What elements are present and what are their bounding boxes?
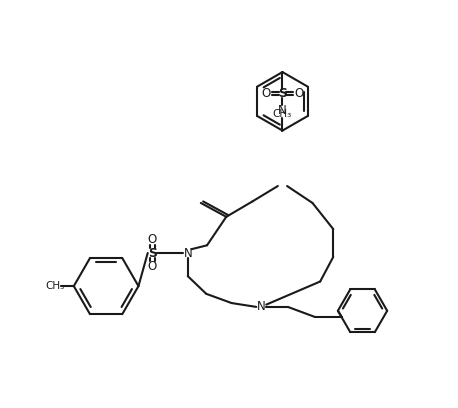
Text: O: O bbox=[295, 87, 304, 100]
Text: O: O bbox=[148, 233, 157, 246]
Text: O: O bbox=[148, 259, 157, 273]
Text: N: N bbox=[183, 246, 192, 259]
Text: S: S bbox=[148, 246, 157, 259]
Text: N: N bbox=[278, 104, 287, 117]
Text: S: S bbox=[278, 87, 287, 100]
Text: N: N bbox=[256, 300, 265, 313]
Text: O: O bbox=[261, 87, 270, 100]
Text: CH₃: CH₃ bbox=[273, 109, 292, 119]
Text: CH₃: CH₃ bbox=[45, 281, 64, 291]
